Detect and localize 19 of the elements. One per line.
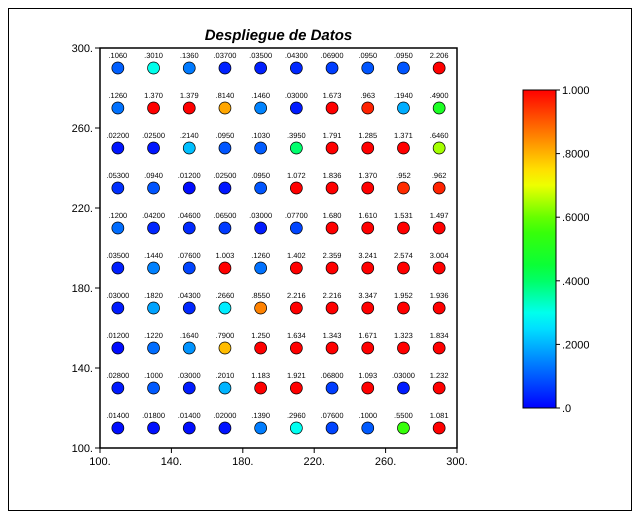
y-tick-label: 260. bbox=[72, 123, 93, 135]
color-bar-label: .6000 bbox=[562, 212, 590, 224]
y-tick-label: 140. bbox=[72, 363, 93, 375]
y-tick-label: 300. bbox=[72, 43, 93, 55]
x-tick-label: 300. bbox=[446, 456, 468, 468]
color-bar-label: .2000 bbox=[562, 339, 590, 352]
x-tick-label: 260. bbox=[374, 456, 396, 468]
x-tick-label: 180. bbox=[232, 456, 254, 468]
y-tick-label: 220. bbox=[72, 203, 93, 215]
x-tick-label: 140. bbox=[160, 456, 182, 468]
color-bar-label: .8000 bbox=[562, 148, 590, 161]
chart-title: Despliegue de Datos bbox=[204, 27, 352, 44]
color-bar-label: .4000 bbox=[562, 276, 590, 288]
x-tick-label: 100. bbox=[89, 456, 111, 468]
x-tick-label: 220. bbox=[303, 456, 325, 468]
color-bar-label: .0 bbox=[562, 403, 572, 415]
y-tick-label: 100. bbox=[72, 443, 93, 455]
color-bar-label: 1.000 bbox=[562, 85, 590, 97]
y-tick-label: 180. bbox=[72, 283, 93, 295]
